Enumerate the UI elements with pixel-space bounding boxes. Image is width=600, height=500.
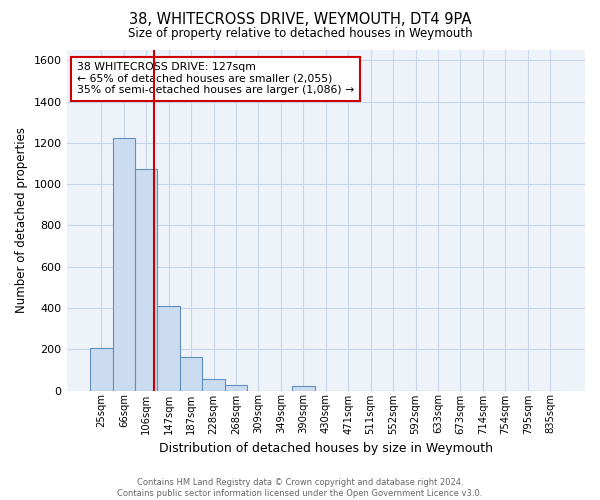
Text: 38 WHITECROSS DRIVE: 127sqm
← 65% of detached houses are smaller (2,055)
35% of : 38 WHITECROSS DRIVE: 127sqm ← 65% of det…	[77, 62, 354, 95]
Bar	[135, 168, 157, 390]
Text: Contains HM Land Registry data © Crown copyright and database right 2024.
Contai: Contains HM Land Registry data © Crown c…	[118, 478, 482, 498]
Bar	[202, 379, 225, 390]
Bar	[292, 386, 314, 390]
Text: 38, WHITECROSS DRIVE, WEYMOUTH, DT4 9PA: 38, WHITECROSS DRIVE, WEYMOUTH, DT4 9PA	[129, 12, 471, 28]
Text: Size of property relative to detached houses in Weymouth: Size of property relative to detached ho…	[128, 28, 472, 40]
Bar	[90, 348, 113, 391]
Bar	[157, 306, 180, 390]
Bar	[180, 358, 202, 390]
Bar	[225, 386, 247, 390]
X-axis label: Distribution of detached houses by size in Weymouth: Distribution of detached houses by size …	[159, 442, 493, 455]
Bar	[113, 138, 135, 390]
Y-axis label: Number of detached properties: Number of detached properties	[15, 128, 28, 314]
